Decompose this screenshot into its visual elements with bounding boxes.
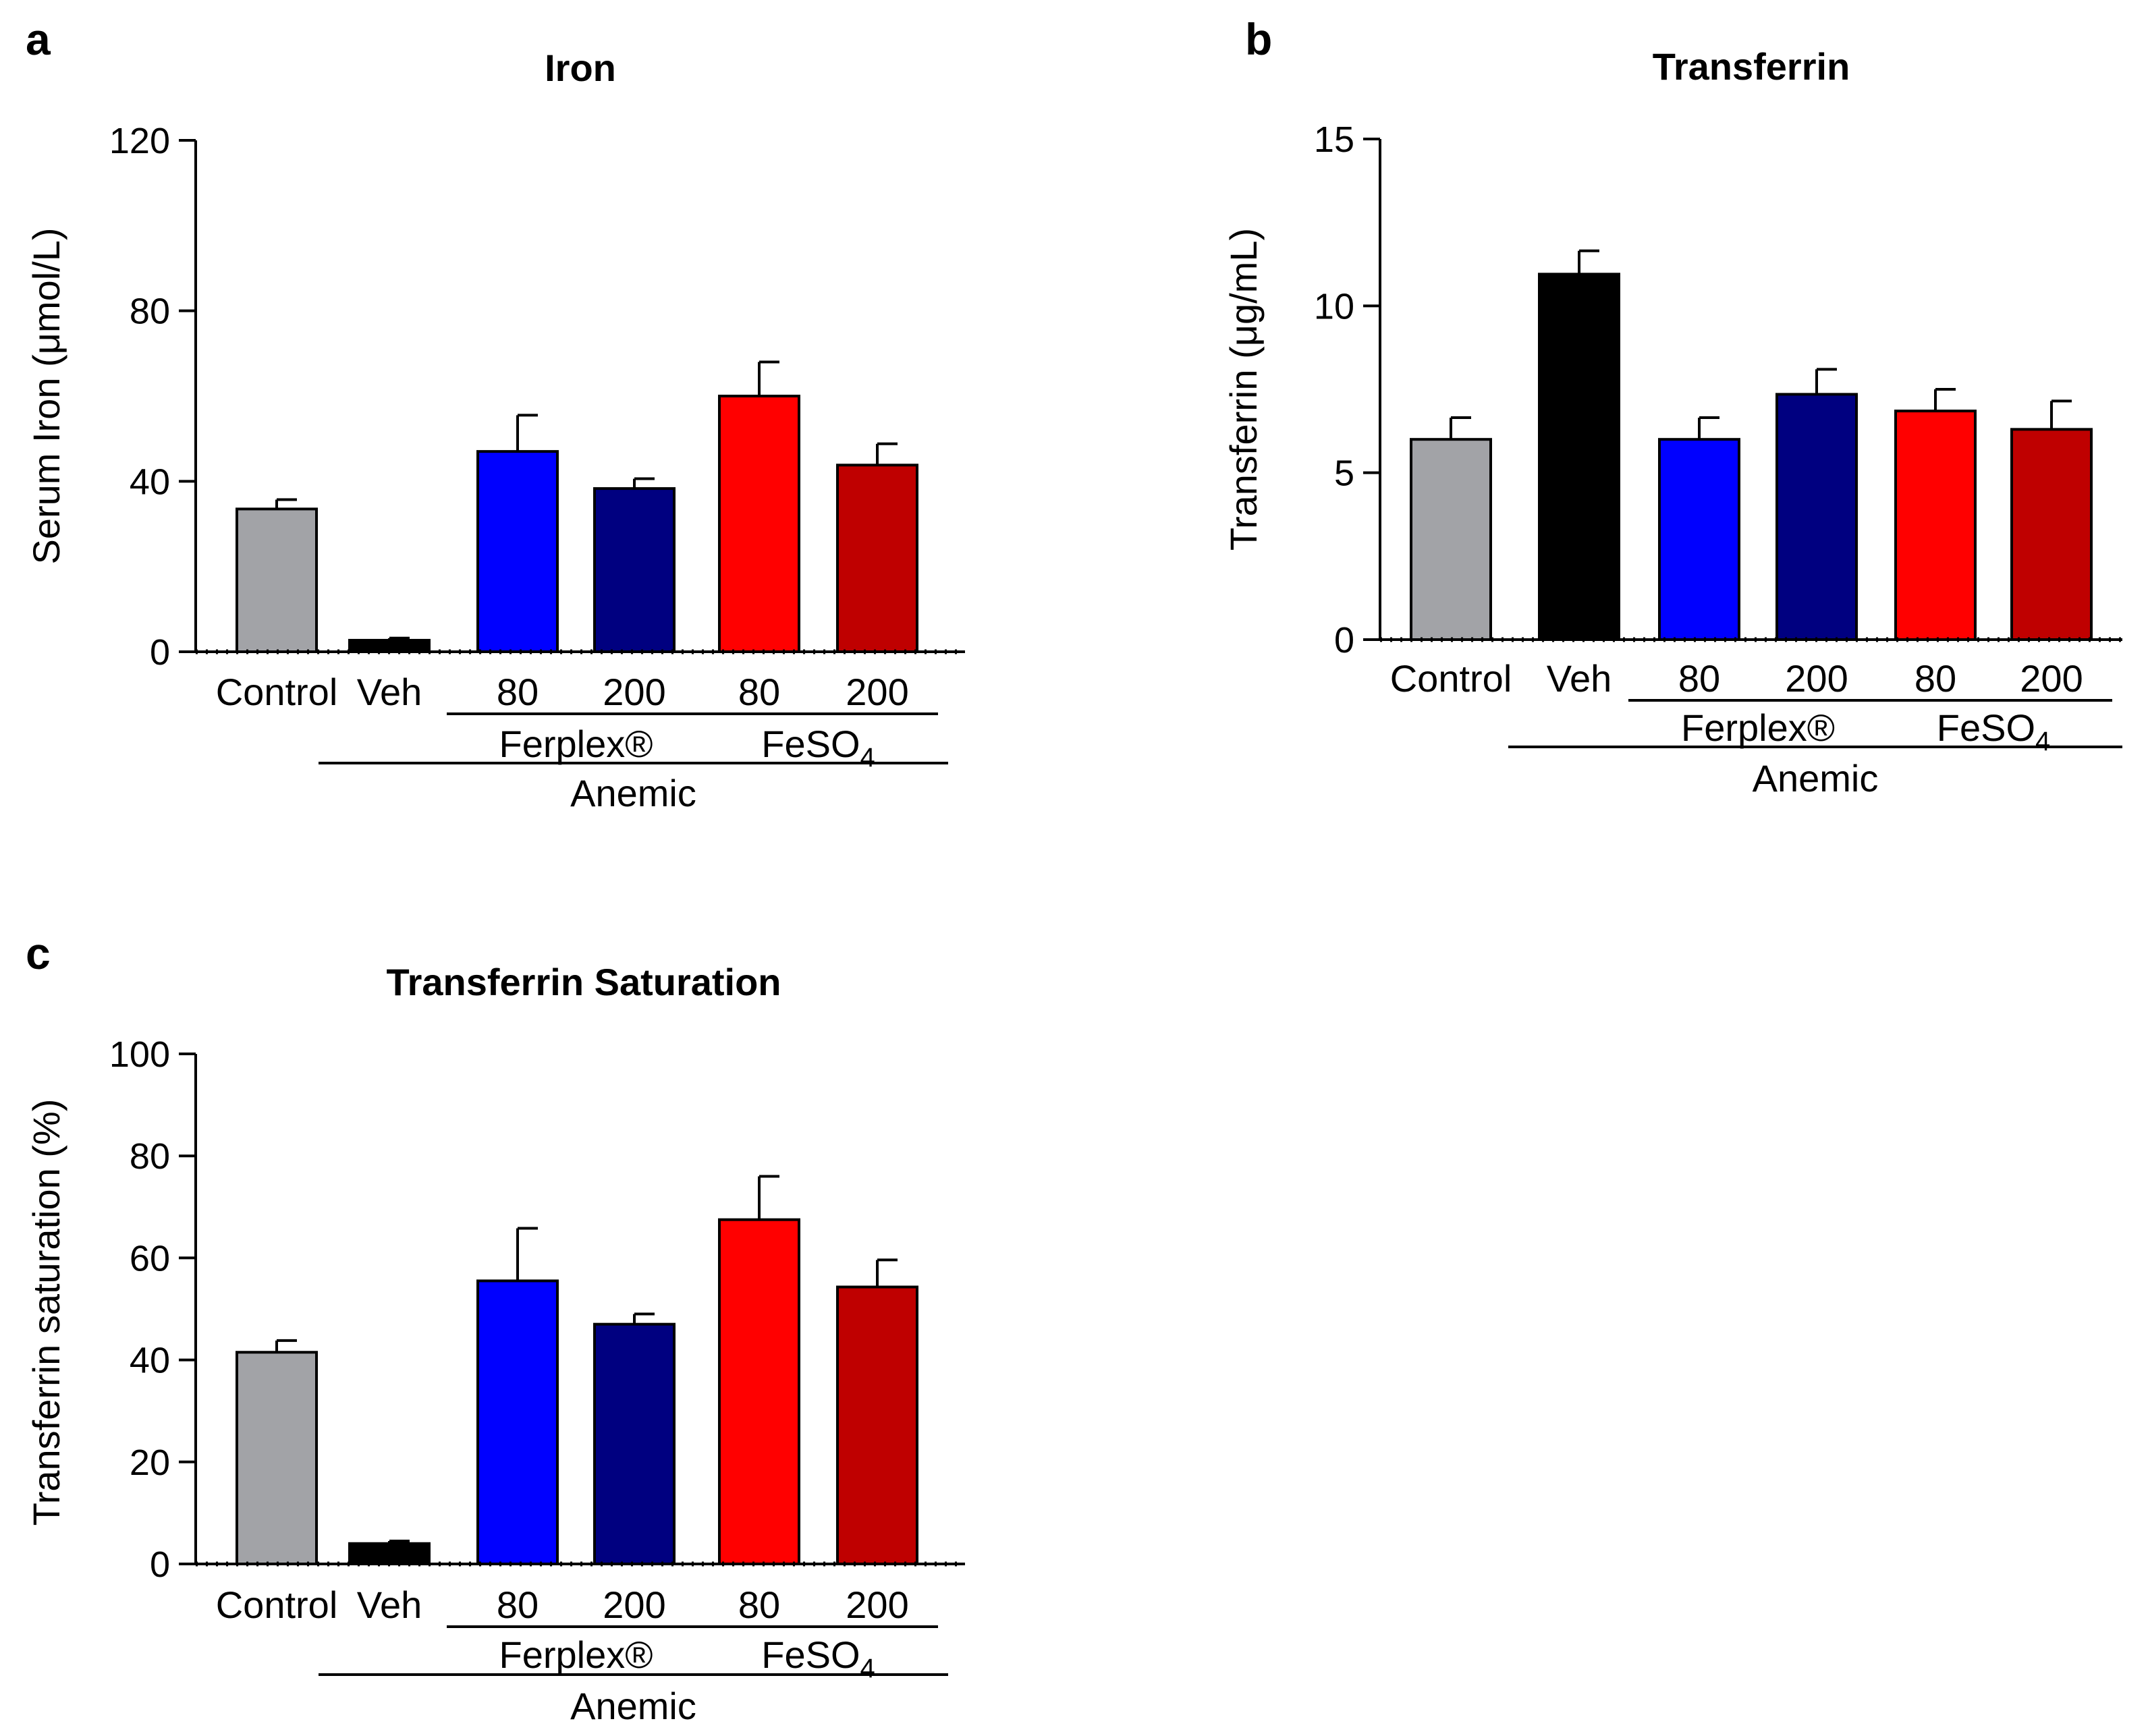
panel-a-group-label: Ferplex® (499, 723, 653, 765)
panel-b-bar (1658, 438, 1740, 641)
panel-a-title: Iron (545, 47, 616, 89)
panel-b-bar (1894, 410, 1977, 641)
panel-c-category-label: 200 (603, 1584, 665, 1626)
panel-label-a: a (26, 14, 51, 64)
panel-b-category-label: 200 (1785, 657, 1848, 700)
panel-c-category-label: 80 (738, 1584, 780, 1626)
panel-a-y-tick-label: 0 (150, 632, 170, 673)
panel-a-category-label: 80 (497, 671, 539, 713)
panel-b-group-label: Ferplex® (1681, 706, 1835, 749)
panel-c-bar (236, 1351, 318, 1565)
panel-b-category-label: Control (1390, 657, 1512, 700)
panel-a-bar (593, 487, 676, 653)
panel-a-group-label: FeSO4 (761, 723, 875, 773)
panel-a-bar (836, 464, 918, 654)
panel-label-c: c (26, 928, 51, 978)
panel-c-title: Transferrin Saturation (386, 961, 781, 1003)
panel-c-bar (718, 1218, 800, 1565)
panel-c-category-label: 200 (846, 1584, 908, 1626)
panel-c-category-label: Veh (357, 1584, 422, 1626)
panel-c-y-tick-label: 60 (130, 1238, 170, 1279)
panel-a-group-label: Anemic (570, 772, 696, 814)
panel-a-category-label: 200 (846, 671, 908, 713)
chart-panel-b: Transferrin Transferrin (μg/mL) 0 5 10 15 Cont… (1222, 45, 2122, 800)
panel-label-b: b (1245, 14, 1273, 64)
panel-c-category-label: Control (216, 1584, 338, 1626)
panel-c-category-label: 80 (497, 1584, 539, 1626)
panel-c-group-label: Anemic (570, 1685, 696, 1727)
panel-b-category-label: 200 (2020, 657, 2083, 700)
panel-a-y-axis-label: Serum Iron (μmol/L) (25, 227, 67, 564)
panel-b-y-tick-label: 5 (1334, 453, 1354, 494)
panel-a-bar (718, 395, 800, 653)
panel-b-bar (2010, 428, 2093, 641)
panel-c-bar (593, 1322, 676, 1566)
panel-c-y-tick-label: 20 (130, 1443, 170, 1483)
panel-b-bar (1538, 273, 1620, 641)
panel-b-y-axis-label: Transferrin (μg/mL) (1222, 228, 1265, 551)
panel-a-category-label: 200 (603, 671, 665, 713)
panel-a-category-label: 80 (738, 671, 780, 713)
panel-c-group-label: Ferplex® (499, 1633, 653, 1676)
chart-panel-a: Iron Serum Iron (μmol/L) 0 40 80 120 Control Ve… (25, 47, 965, 814)
panel-a-category-label: Veh (357, 671, 422, 713)
panel-c-y-tick-label: 40 (130, 1341, 170, 1381)
panel-b-bar (1775, 393, 1858, 641)
panel-a-y-tick-label: 40 (130, 461, 170, 502)
panel-c-y-tick-label: 100 (109, 1034, 170, 1075)
panel-a-bar (476, 450, 559, 653)
panel-b-y-tick-label: 15 (1314, 119, 1354, 160)
panel-b-bar (1410, 438, 1492, 641)
panel-a-y-tick-label: 120 (109, 121, 170, 161)
panel-c-y-tick-label: 80 (130, 1136, 170, 1177)
panel-b-category-label: 80 (1915, 657, 1956, 700)
panel-b-group-label: FeSO4 (1937, 706, 2051, 756)
panel-a-group-label-subscript: 4 (860, 743, 875, 773)
panel-c-bar (476, 1279, 559, 1566)
panel-b-y-tick-label: 10 (1314, 286, 1354, 327)
panel-a-y-tick-label: 80 (130, 291, 170, 332)
panel-b-category-label: Veh (1547, 657, 1612, 700)
panel-c-bar (836, 1285, 918, 1565)
chart-panel-c: Transferrin Saturation Transferrin satura… (25, 961, 965, 1727)
panel-c-group-label-subscript: 4 (860, 1654, 875, 1683)
panel-a-category-label: Control (216, 671, 338, 713)
panel-b-group-label-subscript: 4 (2035, 727, 2050, 756)
panel-c-bar (348, 1542, 431, 1566)
panel-a-bar (236, 507, 318, 653)
panel-b-title: Transferrin (1653, 45, 1850, 88)
panel-c-y-axis-label: Transferrin saturation (%) (25, 1099, 67, 1526)
panel-b-category-label: 80 (1678, 657, 1720, 700)
panel-b-group-label: Anemic (1753, 757, 1879, 800)
panel-c-y-tick-label: 0 (150, 1544, 170, 1585)
panel-b-y-tick-label: 0 (1334, 620, 1354, 661)
